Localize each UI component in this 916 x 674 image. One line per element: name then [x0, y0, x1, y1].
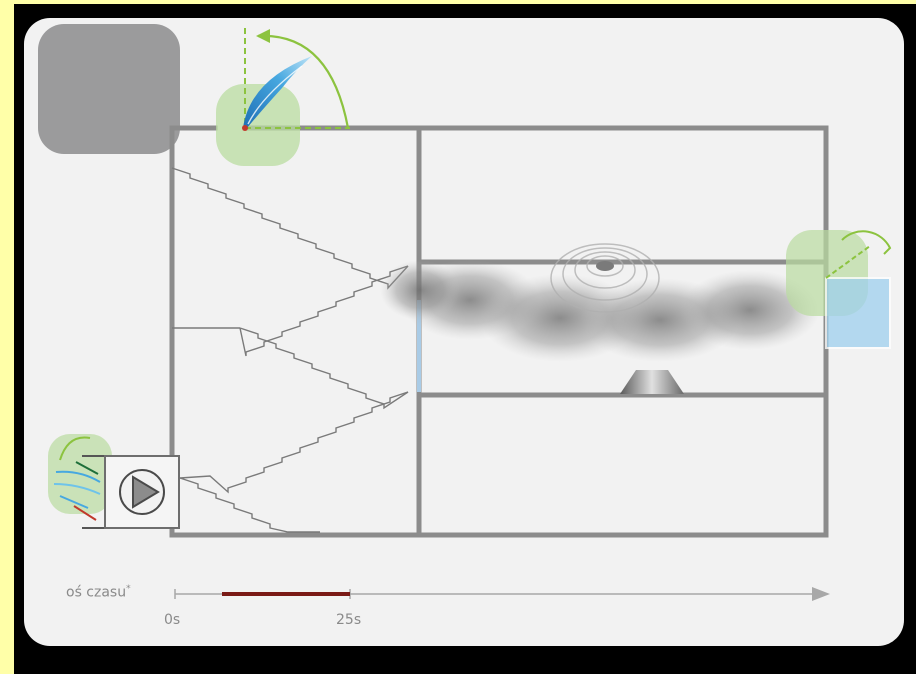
rotate-arrow-icon [841, 230, 892, 255]
fan-inlet [48, 434, 180, 529]
fan-icon [119, 469, 165, 515]
rotate-arrow-icon [257, 34, 350, 129]
stair-flight-5 [179, 477, 320, 533]
right-vent-hinge-line [825, 245, 871, 279]
airflow-arrows [53, 461, 101, 521]
rotate-arrowhead [256, 29, 270, 43]
staircase [171, 167, 409, 533]
damper-flap-icon [243, 56, 312, 128]
top-damper [216, 28, 350, 166]
smoke-cloud-icon [380, 243, 820, 362]
timeline-tick-mark-label: 25s [336, 612, 362, 628]
fire-source-icon [620, 370, 684, 394]
stair-flight-1 [171, 167, 409, 290]
timeline-tick-start-label: 0s [164, 612, 181, 628]
rotate-arrow-icon [59, 436, 91, 461]
timeline-axis-label: oś czasu* [66, 584, 131, 601]
page-border-strip [0, 0, 14, 674]
stair-flight-2 [239, 265, 409, 357]
timeline-arrowhead [812, 587, 830, 601]
right-vent [786, 230, 892, 349]
corner-block [38, 24, 180, 154]
stair-flight-3 [239, 327, 409, 410]
right-vent-window [825, 277, 891, 349]
timeline [174, 587, 830, 601]
damper-pivot [242, 125, 248, 131]
timeline-axis-marker: * [126, 584, 131, 594]
stair-flight-4 [179, 391, 409, 494]
smoke-rings [550, 243, 660, 313]
top-damper-highlight [216, 84, 300, 166]
page-border-top [0, 0, 916, 4]
